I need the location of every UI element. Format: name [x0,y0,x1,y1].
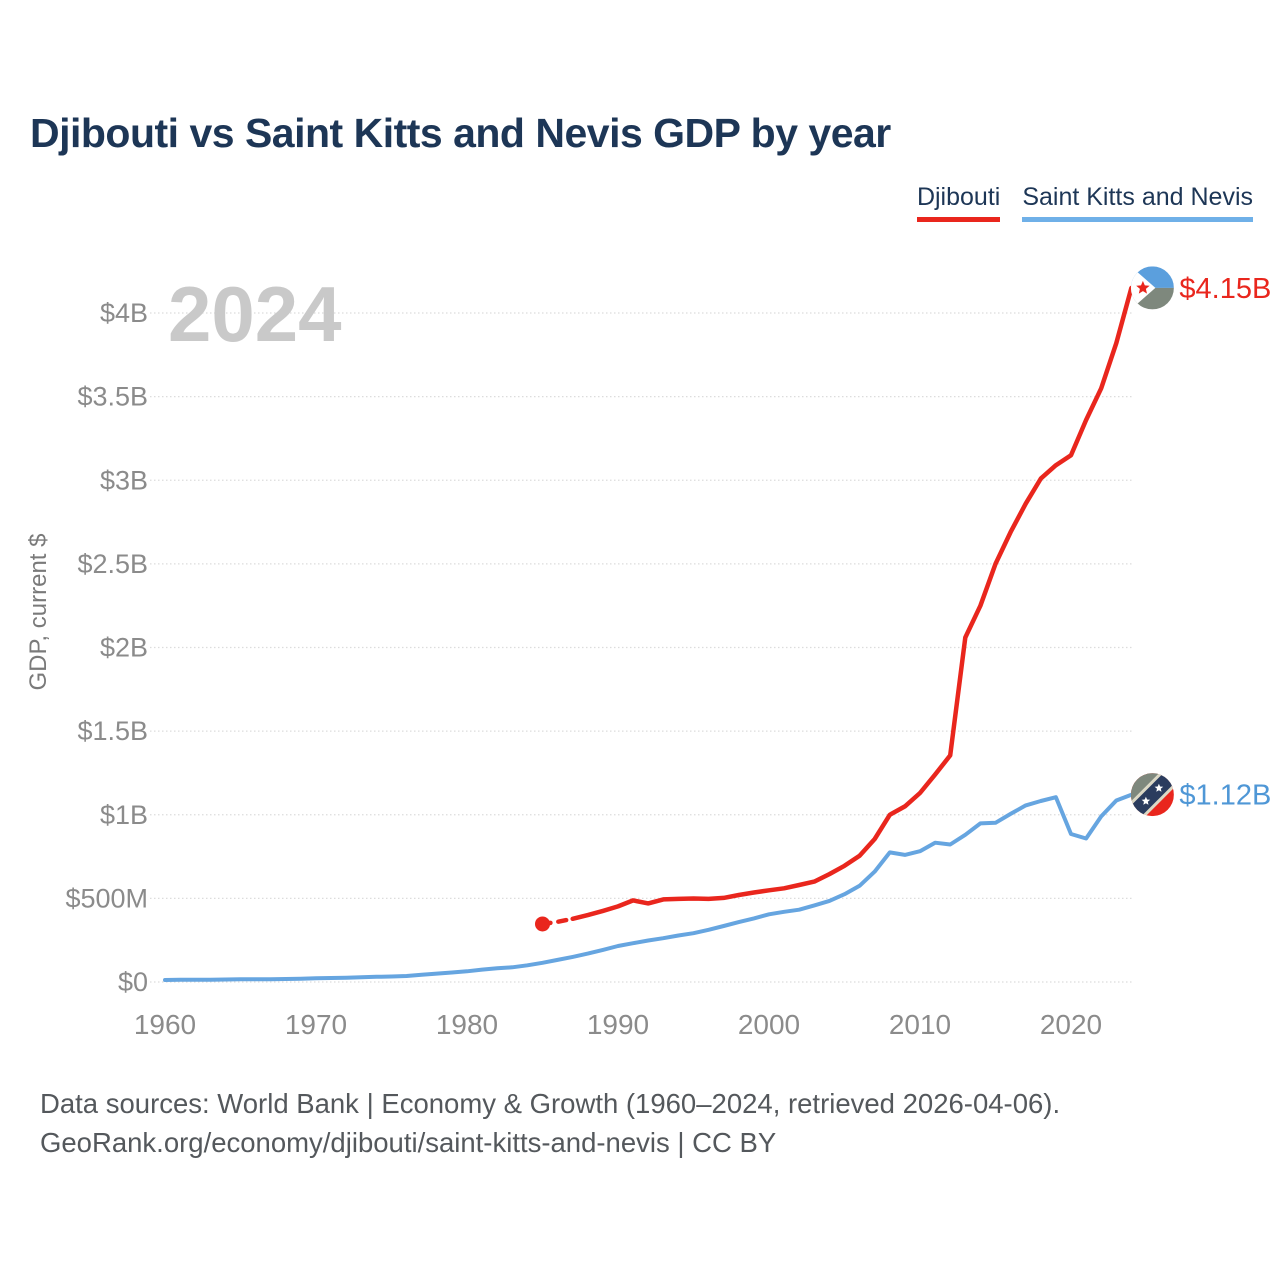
y-tick-label: $2.5B [77,549,148,579]
y-tick-label: $4B [100,298,148,328]
djibouti-flag-icon [1130,266,1174,310]
x-tick-label: 1960 [134,1009,196,1040]
y-tick-label: $1.5B [77,716,148,746]
x-tick-label: 2020 [1040,1009,1102,1040]
y-axis-title: GDP, current $ [25,534,52,691]
legend-item-saint-kitts-and-nevis[interactable]: Saint Kitts and Nevis [1022,183,1253,222]
y-tick-label: $1B [100,800,148,830]
saint-kitts-nevis-end-value-label: $1.12B [1179,780,1271,812]
legend: Djibouti Saint Kitts and Nevis [916,183,1253,222]
y-tick-label: $3B [100,465,148,495]
x-tick-label: 1990 [587,1009,649,1040]
y-tick-label: $500M [65,883,148,913]
y-tick-label: $3.5B [77,382,148,412]
x-tick-label: 2000 [738,1009,800,1040]
x-tick-label: 2010 [889,1009,951,1040]
saint-kitts-nevis-line[interactable] [163,792,1134,982]
watermark-year: 2024 [168,270,342,358]
saint-kitts-nevis-flag-icon [1130,773,1174,817]
y-tick-label: $0 [118,967,148,997]
x-tick-label: 1970 [285,1009,347,1040]
page-title: Djibouti vs Saint Kitts and Nevis GDP by… [30,110,891,156]
x-tick-label: 1980 [436,1009,498,1040]
djibouti-end-value-label: $4.15B [1179,273,1271,305]
footer-attribution-line: GeoRank.org/economy/djibouti/saint-kitts… [40,1127,777,1158]
djibouti-first-point-marker [535,916,550,932]
djibouti-line[interactable] [570,285,1134,922]
legend-item-djibouti[interactable]: Djibouti [916,183,1001,222]
footer: Data sources: World Bank | Economy & Gro… [40,1084,1060,1162]
y-tick-label: $2B [100,633,148,663]
footer-sources-line: Data sources: World Bank | Economy & Gro… [40,1088,1061,1119]
